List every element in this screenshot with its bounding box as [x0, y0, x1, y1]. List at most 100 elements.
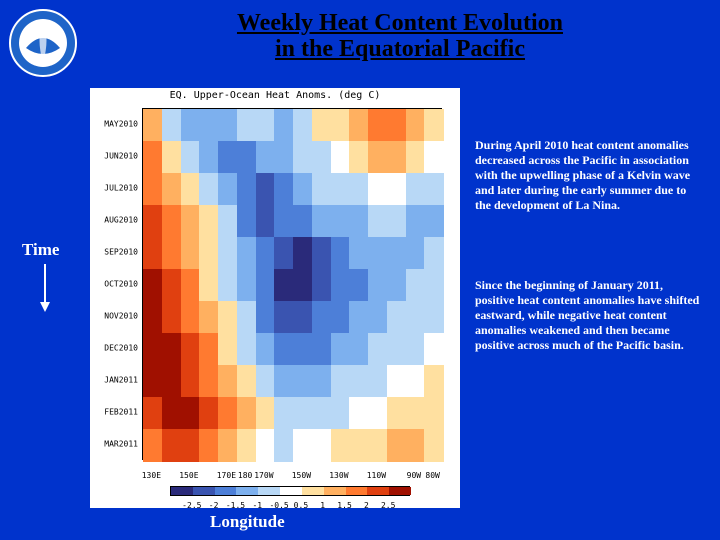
heatmap-cell — [387, 109, 406, 142]
heatmap-cell — [424, 301, 443, 334]
heatmap-cell — [424, 269, 443, 302]
heatmap-cell — [237, 269, 256, 302]
heatmap-cell — [143, 173, 162, 206]
heatmap-cell — [274, 109, 293, 142]
heatmap-cell — [256, 397, 275, 430]
heatmap-cell — [181, 301, 200, 334]
colorbar-segment — [346, 487, 368, 495]
heatmap-cell — [312, 269, 331, 302]
heatmap-cell — [387, 333, 406, 366]
heatmap-cell — [199, 141, 218, 174]
x-tick-label: 130W — [329, 471, 348, 480]
heatmap-cell — [181, 173, 200, 206]
x-tick-label: 80W — [425, 471, 439, 480]
heatmap-cell — [256, 429, 275, 462]
heatmap-cell — [237, 141, 256, 174]
colorbar-tick: -2.5 — [182, 501, 201, 510]
heatmap-cell — [312, 333, 331, 366]
heatmap-cell — [406, 173, 425, 206]
heatmap-cell — [387, 365, 406, 398]
heatmap-cell — [162, 237, 181, 270]
colorbar-tick: 1 — [320, 501, 325, 510]
title-line1: Weekly Heat Content Evolution — [120, 10, 680, 36]
heatmap-cell — [293, 237, 312, 270]
heatmap-cell — [368, 429, 387, 462]
heatmap-cell — [162, 333, 181, 366]
heatmap-cell — [274, 333, 293, 366]
colorbar-tick: -0.5 — [269, 501, 288, 510]
slide-title: Weekly Heat Content Evolution in the Equ… — [120, 10, 680, 63]
heatmap-cell — [256, 301, 275, 334]
heatmap-cell — [199, 429, 218, 462]
heatmap-cell — [293, 173, 312, 206]
heatmap-cell — [162, 173, 181, 206]
x-tick-label: 180 — [238, 471, 252, 480]
heatmap-cell — [181, 333, 200, 366]
heatmap-cell — [256, 205, 275, 238]
heatmap-cell — [293, 397, 312, 430]
plot-area — [142, 108, 442, 460]
heatmap-cell — [181, 429, 200, 462]
colorbar-segment — [324, 487, 346, 495]
heatmap-cell — [162, 205, 181, 238]
heatmap-cell — [406, 333, 425, 366]
heatmap-cell — [349, 333, 368, 366]
colorbar-segment — [389, 487, 411, 495]
noaa-logo — [8, 8, 78, 78]
heatmap-cell — [331, 109, 350, 142]
heatmap-cell — [424, 205, 443, 238]
colorbar-segment — [193, 487, 215, 495]
heatmap-cell — [331, 301, 350, 334]
heatmap-cell — [293, 109, 312, 142]
heatmap-cell — [349, 141, 368, 174]
heatmap-cell — [406, 237, 425, 270]
heatmap-cell — [218, 205, 237, 238]
colorbar-segment — [171, 487, 193, 495]
heatmap-cell — [218, 429, 237, 462]
heatmap-cell — [293, 429, 312, 462]
heatmap-cell — [424, 429, 443, 462]
heatmap-cell — [181, 269, 200, 302]
heatmap-cell — [162, 109, 181, 142]
heatmap-cell — [237, 365, 256, 398]
heatmap-cell — [274, 141, 293, 174]
heatmap-cell — [143, 141, 162, 174]
colorbar-segment — [215, 487, 237, 495]
heatmap-cell — [424, 141, 443, 174]
heatmap-cell — [237, 333, 256, 366]
heatmap-cell — [293, 269, 312, 302]
heatmap-cell — [181, 109, 200, 142]
x-tick-label: 150E — [179, 471, 198, 480]
colorbar-segment — [302, 487, 324, 495]
heatmap-cell — [312, 141, 331, 174]
heatmap-cell — [368, 237, 387, 270]
heatmap-cell — [274, 173, 293, 206]
heatmap-cell — [162, 397, 181, 430]
heatmap-cell — [387, 173, 406, 206]
heatmap-cell — [143, 205, 162, 238]
heatmap-cell — [162, 301, 181, 334]
heatmap-cell — [331, 429, 350, 462]
heatmap-cell — [293, 301, 312, 334]
heatmap-cell — [199, 269, 218, 302]
y-tick-label: JUL2010 — [90, 184, 138, 193]
heatmap-cell — [181, 365, 200, 398]
heatmap-cell — [312, 365, 331, 398]
heatmap-cell — [162, 429, 181, 462]
heatmap-cell — [274, 301, 293, 334]
heatmap-cell — [256, 237, 275, 270]
colorbar-tick: -1.5 — [226, 501, 245, 510]
heatmap-cell — [218, 365, 237, 398]
heatmap-cell — [424, 333, 443, 366]
heatmap-cell — [218, 237, 237, 270]
heatmap-cell — [406, 397, 425, 430]
heatmap-cell — [181, 237, 200, 270]
heatmap-cell — [331, 269, 350, 302]
heatmap-cell — [162, 269, 181, 302]
heatmap-cell — [256, 269, 275, 302]
heatmap-cell — [349, 365, 368, 398]
colorbar — [170, 486, 410, 496]
colorbar-segment — [280, 487, 302, 495]
description-paragraph-2: Since the beginning of January 2011, pos… — [475, 278, 705, 353]
heatmap-cell — [218, 269, 237, 302]
